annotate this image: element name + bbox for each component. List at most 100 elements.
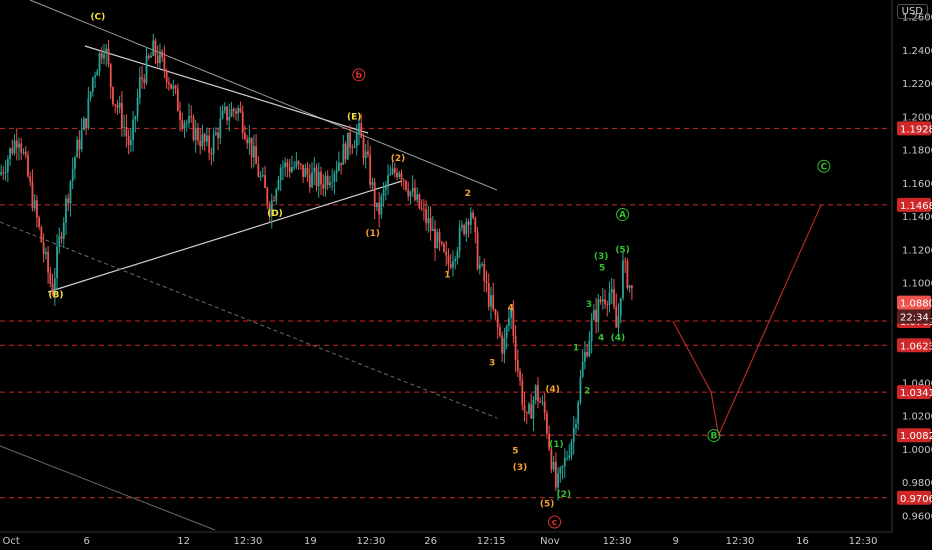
price-tag-bg [897, 121, 931, 136]
time-tick-label: 19 [304, 536, 317, 547]
candle-body [454, 258, 457, 262]
currency-button[interactable]: USD [896, 4, 928, 19]
candle-body [89, 91, 92, 98]
candle-body [13, 140, 16, 154]
last-price-tag: 1.0880 [897, 295, 932, 310]
candle-body [449, 264, 452, 268]
candle-body [134, 116, 137, 120]
candle-body [0, 172, 3, 175]
candle-body [250, 137, 253, 158]
candle-body [172, 85, 175, 89]
candle-body [212, 134, 215, 155]
candle-body [324, 176, 327, 189]
candle-body [107, 48, 110, 64]
candle-body [550, 449, 553, 470]
candle-body [201, 134, 204, 147]
candle-body [320, 171, 322, 185]
candle-body [398, 173, 401, 177]
candle-body [507, 317, 510, 326]
price-tag-label: 1.0623 [900, 341, 932, 352]
candle-body [581, 361, 584, 377]
candle-body [420, 208, 423, 210]
wave-label: 5 [599, 264, 605, 274]
candle-body [159, 51, 161, 64]
candle-body [456, 250, 459, 259]
candle-body [284, 162, 287, 168]
price-tick-label: 1.0200 [902, 412, 932, 423]
time-axis: Oct 6 12 12:30 19 12:30 26 12:15 Nov 12:30 9 12:30 1… [0, 531, 892, 547]
candle-body [270, 200, 273, 216]
candle-body [76, 139, 79, 158]
candle-body [478, 264, 481, 269]
candle-body [443, 243, 445, 252]
wave-label: (5) [540, 500, 555, 510]
candle-body [145, 55, 148, 83]
price-tag-label: 22:34 [900, 313, 929, 324]
candle-body [570, 441, 573, 456]
time-tick-label: 6 [83, 536, 89, 547]
candle-body [36, 200, 38, 218]
candle-body [438, 232, 441, 242]
candle-body [344, 143, 347, 160]
candle-body [467, 221, 470, 225]
time-tick-label: 12:30 [233, 536, 262, 547]
candle-body [575, 423, 577, 428]
candle-body [610, 289, 613, 293]
candle-body [237, 107, 240, 114]
candle-body [31, 181, 34, 209]
price-tag-label: 1.1928 [900, 124, 932, 135]
upper-channel-line [29, 0, 498, 191]
candle-body [384, 184, 387, 190]
candle-body [219, 118, 222, 139]
candle-body [418, 194, 421, 209]
candle-body [474, 217, 477, 233]
candle-body [447, 255, 450, 265]
wave-label: 4 [598, 333, 604, 343]
candle-body [545, 413, 548, 434]
candle-body [44, 251, 47, 254]
wave-label: (C) [90, 13, 105, 23]
candle-body [152, 40, 155, 56]
candle-body [268, 204, 271, 216]
price-candles [0, 33, 633, 501]
candle-body [69, 181, 72, 204]
candle-body [103, 54, 105, 59]
candle-body [481, 264, 483, 265]
triangle-upper-line [84, 45, 369, 134]
candle-body [266, 188, 269, 205]
candle-body [355, 133, 358, 147]
level-price-tag: 1.1928 [897, 121, 932, 136]
candle-body [364, 151, 367, 159]
candle-body [22, 152, 25, 153]
candle-body [163, 57, 166, 71]
candle-body [503, 338, 506, 354]
candle-body [532, 400, 535, 419]
wave-label: (B) [48, 290, 63, 300]
candle-body [80, 129, 83, 150]
price-tag-bg [897, 428, 931, 443]
price-tick-label: 1.1600 [902, 179, 932, 190]
price-tag-bg [897, 490, 931, 505]
candle-body [568, 455, 571, 458]
candle-body [51, 283, 54, 295]
candle-body [362, 137, 365, 159]
candle-body [599, 299, 602, 302]
candle-body [194, 127, 197, 140]
candle-body [295, 161, 298, 167]
candle-body [315, 167, 318, 187]
candle-body [563, 457, 566, 466]
candle-body [38, 217, 41, 227]
candle-body [349, 132, 351, 148]
candle-body [543, 401, 546, 414]
candle-body [414, 187, 416, 200]
candle-body [6, 159, 9, 172]
price-tick-label: 1.1200 [902, 245, 932, 256]
candle-body [150, 55, 152, 58]
candle-body [288, 167, 291, 172]
candle-body [252, 146, 255, 158]
candle-body [465, 221, 468, 235]
wave-label: (1) [549, 440, 564, 450]
candle-body [452, 261, 454, 268]
candle-body [391, 168, 394, 174]
